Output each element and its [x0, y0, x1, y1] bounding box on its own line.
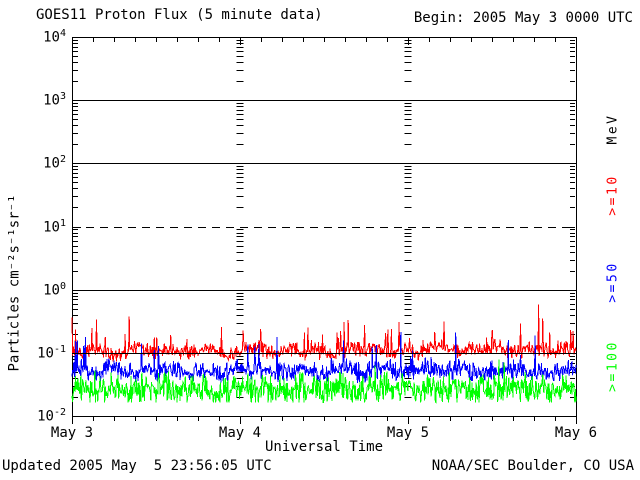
updated-timestamp: Updated 2005 May 5 23:56:05 UTC — [2, 458, 272, 474]
y-tick-label: 103 — [43, 91, 66, 109]
y-tick-label: 100 — [43, 280, 66, 299]
y-tick-label: 10-2 — [37, 407, 66, 425]
y-tick-label: 104 — [43, 28, 66, 46]
series-line--50-mev — [71, 331, 577, 384]
series-line--100-mev — [71, 359, 577, 404]
begin-timestamp: Begin: 2005 May 3 0000 UTC — [413, 10, 633, 26]
plot-title: GOES11 Proton Flux (5 minute data) — [36, 7, 323, 23]
legend-label-50: >=50 — [605, 261, 621, 303]
series-line--10-mev — [71, 304, 577, 362]
x-axis-title: Universal Time — [264, 439, 384, 455]
y-tick-label: 102 — [43, 154, 66, 172]
credit-text: NOAA/SEC Boulder, CO USA — [431, 458, 634, 474]
legend-label-10: >=10 — [605, 174, 621, 216]
legend-title-mev: MeV — [605, 113, 621, 145]
x-tick-label: May 4 — [218, 425, 262, 441]
x-tick-label: May 5 — [386, 425, 430, 441]
x-tick-label: May 3 — [50, 425, 94, 441]
y-tick-label: 101 — [43, 217, 66, 236]
y-tick-label: 10-1 — [37, 343, 66, 362]
x-tick-label: May 6 — [554, 425, 598, 441]
y-axis-title: Particles cm⁻²s⁻¹sr⁻¹ — [6, 194, 23, 372]
legend-label-100: >=100 — [605, 340, 621, 392]
